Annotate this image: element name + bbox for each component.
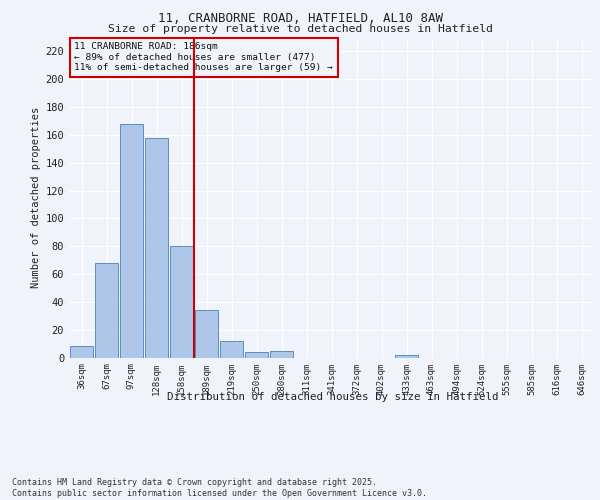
Bar	[145, 138, 168, 358]
Y-axis label: Number of detached properties: Number of detached properties	[31, 107, 41, 288]
Bar	[170, 246, 193, 358]
Bar	[270, 350, 293, 358]
Bar	[245, 352, 268, 358]
Bar	[195, 310, 218, 358]
Bar	[120, 124, 143, 358]
Text: 11 CRANBORNE ROAD: 186sqm
← 89% of detached houses are smaller (477)
11% of semi: 11 CRANBORNE ROAD: 186sqm ← 89% of detac…	[74, 42, 333, 72]
Bar	[395, 354, 418, 358]
Text: Contains HM Land Registry data © Crown copyright and database right 2025.
Contai: Contains HM Land Registry data © Crown c…	[12, 478, 427, 498]
Bar	[95, 263, 118, 358]
Bar	[220, 341, 243, 357]
Text: Distribution of detached houses by size in Hatfield: Distribution of detached houses by size …	[167, 392, 499, 402]
Text: 11, CRANBORNE ROAD, HATFIELD, AL10 8AW: 11, CRANBORNE ROAD, HATFIELD, AL10 8AW	[157, 12, 443, 26]
Text: Size of property relative to detached houses in Hatfield: Size of property relative to detached ho…	[107, 24, 493, 34]
Bar	[70, 346, 93, 358]
